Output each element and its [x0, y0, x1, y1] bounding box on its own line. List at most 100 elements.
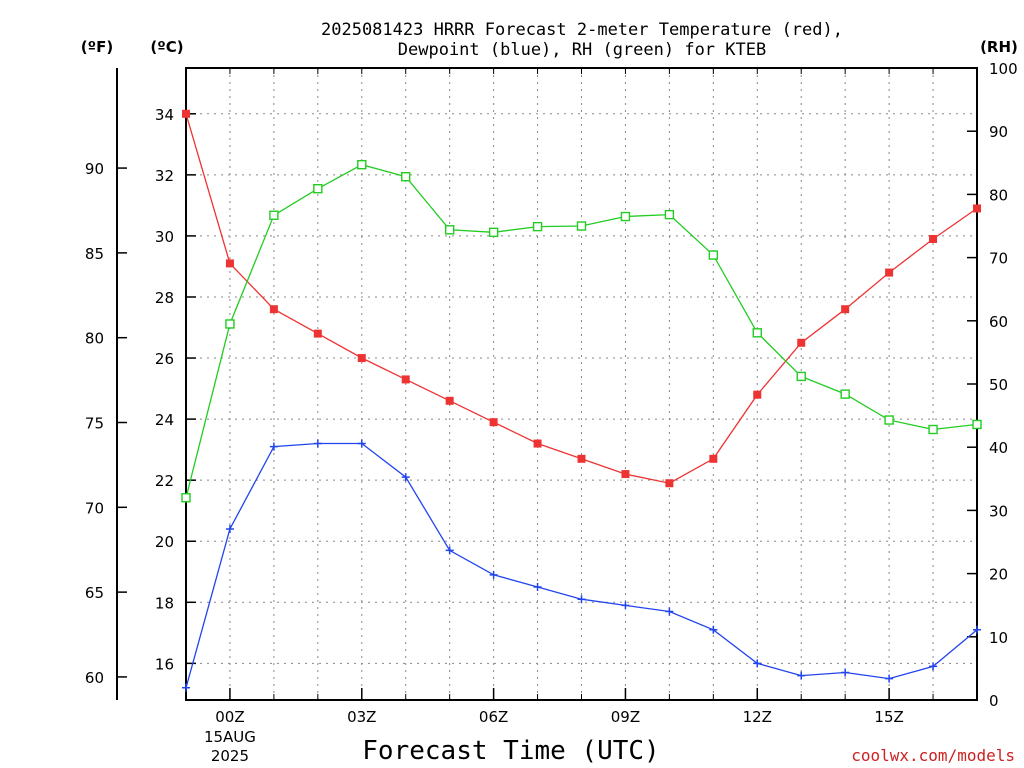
- celsius-tick-label: 18: [155, 594, 174, 612]
- celsius-tick-label: 26: [155, 350, 174, 368]
- x-tick-label: 06Z: [479, 708, 508, 726]
- series-point: [973, 625, 981, 634]
- series-point: [181, 493, 191, 503]
- series-layer: [181, 109, 982, 692]
- chart-title-line-1: 2025081423 HRRR Forecast 2-meter Tempera…: [321, 20, 843, 40]
- fahrenheit-tick-label: 75: [85, 415, 104, 433]
- fahrenheit-tick-label: 65: [85, 584, 104, 602]
- rh-tick-label: 90: [989, 123, 1008, 141]
- series-point: [884, 415, 894, 425]
- series-point: [752, 328, 762, 338]
- series-point: [665, 607, 674, 616]
- x-tick-label: 15Z: [874, 708, 903, 726]
- series-point: [445, 546, 454, 555]
- series-line-1: [185, 113, 978, 484]
- series-point: [797, 338, 806, 347]
- series-point: [972, 419, 982, 430]
- series-point: [269, 210, 279, 220]
- series-point: [753, 659, 762, 668]
- series-point: [708, 250, 719, 260]
- series-point: [225, 259, 234, 268]
- x-tick-label: 09Z: [611, 708, 640, 726]
- series-point: [797, 671, 806, 680]
- series-point: [753, 390, 762, 399]
- series-point: [182, 683, 190, 692]
- celsius-tick-label: 30: [155, 228, 174, 246]
- celsius-tick-label: 28: [155, 289, 174, 307]
- series-point: [357, 159, 367, 170]
- series-point: [532, 221, 543, 232]
- series-point: [533, 583, 542, 592]
- x-tick-sublabel: 15AUG: [204, 728, 256, 746]
- series-point: [709, 454, 718, 463]
- series-point: [841, 305, 850, 314]
- series-point: [576, 221, 587, 231]
- rh-tick-label: 20: [989, 566, 1008, 584]
- chart-title-line-2: Dewpoint (blue), RH (green) for KTEB: [398, 40, 766, 60]
- series-point: [313, 439, 322, 448]
- series-point: [928, 424, 938, 435]
- series-point: [665, 479, 674, 488]
- fahrenheit-tick-label: 90: [85, 160, 104, 178]
- fahrenheit-tick-label: 85: [85, 245, 104, 263]
- series-point: [577, 595, 586, 604]
- series-point: [357, 354, 366, 363]
- credit-text: coolwx.com/models: [851, 746, 1015, 765]
- rh-tick-label: 70: [989, 250, 1008, 268]
- series-point: [489, 570, 498, 579]
- series-point: [182, 109, 190, 118]
- rh-tick-label: 60: [989, 313, 1008, 331]
- x-tick-sublabel: 2025: [211, 747, 249, 765]
- series-point: [796, 371, 806, 382]
- fahrenheit-unit-label: (ºF): [81, 38, 113, 56]
- series-point: [621, 601, 630, 610]
- rh-tick-label: 50: [989, 376, 1008, 394]
- series-point: [577, 454, 586, 463]
- series-point: [489, 418, 498, 427]
- series-point: [664, 209, 675, 220]
- fahrenheit-tick-label: 60: [85, 669, 104, 687]
- celsius-tick-label: 32: [155, 167, 174, 185]
- rh-tick-label: 0: [989, 692, 999, 710]
- x-tick-label: 03Z: [347, 708, 376, 726]
- celsius-tick-label: 34: [155, 106, 174, 124]
- rh-tick-label: 80: [989, 186, 1008, 204]
- rh-unit-label: (RH): [980, 38, 1018, 56]
- celsius-tick-label: 20: [155, 533, 174, 551]
- series-point: [313, 329, 322, 338]
- series-point: [620, 211, 631, 222]
- celsius-tick-label: 24: [155, 411, 174, 429]
- series-point: [357, 439, 366, 448]
- celsius-tick-label: 16: [155, 655, 174, 673]
- series-point: [929, 662, 938, 671]
- series-point: [313, 184, 323, 194]
- rh-tick-label: 100: [989, 60, 1018, 78]
- x-tick-label: 12Z: [743, 708, 772, 726]
- fahrenheit-tick-label: 70: [85, 499, 104, 517]
- series-point: [840, 389, 850, 399]
- series-point: [445, 396, 454, 405]
- series-point: [885, 268, 894, 277]
- rh-tick-label: 10: [989, 629, 1008, 647]
- series-point: [401, 375, 410, 384]
- series-point: [401, 172, 411, 182]
- series-point: [225, 319, 235, 329]
- celsius-unit-label: (ºC): [150, 38, 183, 56]
- grid-layer: [186, 68, 977, 700]
- series-point: [621, 470, 630, 479]
- series-point: [401, 473, 410, 482]
- x-axis-label: Forecast Time (UTC): [362, 736, 659, 766]
- series-point: [533, 439, 542, 448]
- series-point: [841, 668, 850, 677]
- series-group-2: [182, 439, 981, 692]
- series-point: [973, 204, 981, 213]
- rh-tick-label: 40: [989, 439, 1008, 457]
- series-point: [885, 674, 894, 683]
- series-point: [929, 234, 938, 243]
- series-point: [488, 227, 499, 238]
- series-point: [225, 525, 234, 534]
- x-tick-label: 00Z: [215, 708, 244, 726]
